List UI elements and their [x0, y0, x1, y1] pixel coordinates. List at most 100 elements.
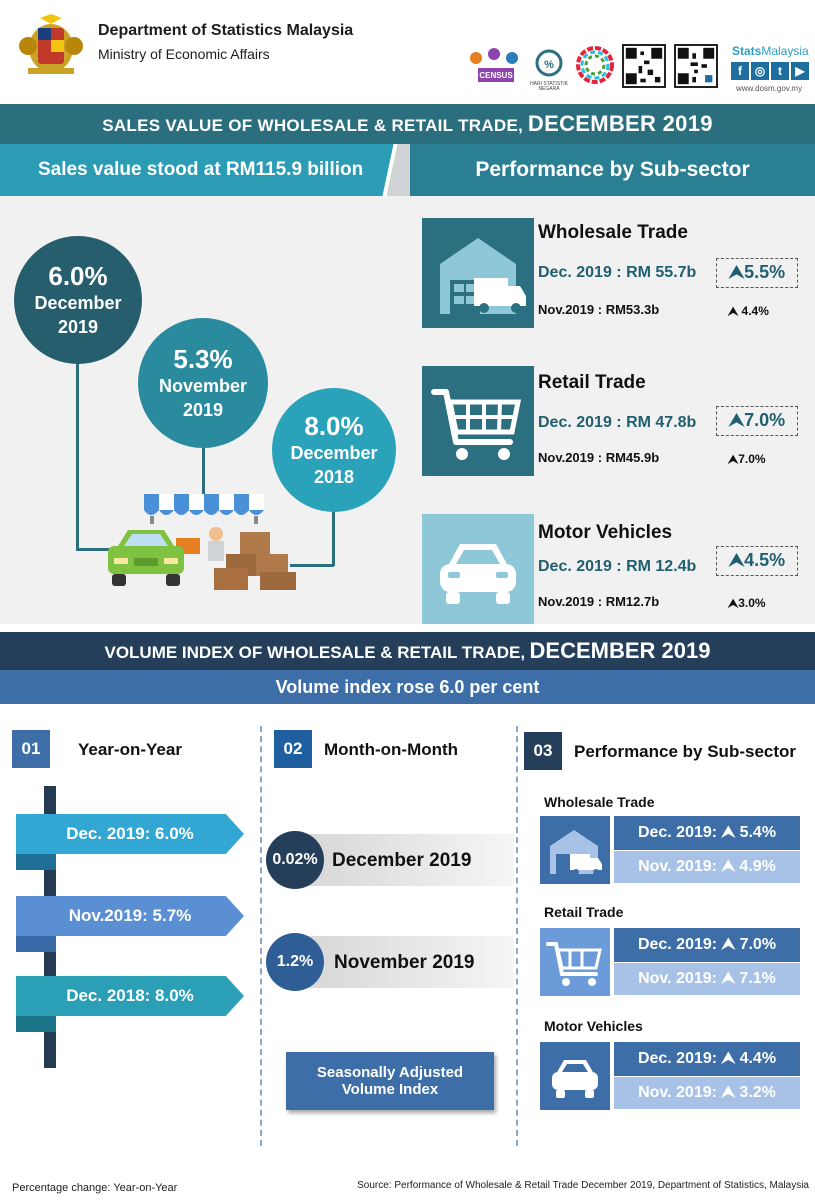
car-illustration [108, 530, 184, 586]
connector-line [290, 564, 334, 567]
bubble-nov-2019: 5.3% November 2019 [138, 318, 268, 448]
subsector-name: Motor Vehicles [538, 522, 673, 543]
volume-title-period: DECEMBER 2019 [529, 638, 711, 663]
org-subtitle: Ministry of Economic Affairs [98, 46, 270, 62]
cardboard-boxes-illustration [214, 532, 296, 590]
brand-part-stats: Stats [732, 44, 762, 58]
subsector-name: Wholesale Trade [538, 222, 688, 243]
motor-tile [540, 1042, 610, 1110]
bubble-month: December [34, 293, 122, 313]
instagram-icon[interactable]: ◎ [751, 62, 769, 80]
bubble-pct: 5.3% [173, 344, 233, 374]
subsector-name: Motor Vehicles [544, 1018, 643, 1034]
subsector-name: Retail Trade [538, 372, 646, 393]
brand-part-malaysia: Malaysia [761, 44, 809, 58]
volume-title-prefix: VOLUME INDEX OF WHOLESALE & RETAIL TRADE… [104, 643, 526, 662]
volume-dec-value: Dec. 2019: ⮝ 7.0% [614, 928, 800, 962]
org-title: Department of Statistics Malaysia [98, 22, 354, 39]
ribbon-fold [16, 1016, 56, 1032]
subsector-dec-value: Dec. 2019 : RM 55.7b [538, 264, 696, 282]
pct-value: 5.5% [744, 262, 786, 282]
statistics-day-logo: % [535, 49, 563, 77]
subsector-nov-pct: ⮝3.0% [728, 596, 766, 610]
pct-value: 4.5% [744, 550, 786, 570]
column-number-02: 02 [274, 730, 312, 768]
footer-note: Percentage change: Year-on-Year [12, 1182, 178, 1194]
subsector-nov-value: Nov.2019 : RM45.9b [538, 450, 659, 465]
facebook-icon[interactable]: f [731, 62, 749, 80]
shop-awning-illustration [144, 494, 264, 524]
bubble-year: 2019 [182, 400, 224, 420]
subsector-dec-value: Dec. 2019 : RM 12.4b [538, 558, 696, 576]
connector-line [76, 548, 110, 551]
social-links: f ◎ t ▶ [731, 62, 809, 80]
mom-bar [296, 936, 514, 988]
qr-code-icon [674, 44, 718, 88]
subsector-nov-pct: ⮝ 4.4% [728, 304, 769, 318]
yoy-dec-2018: Dec. 2018: 8.0% [16, 976, 244, 1016]
retail-tile [422, 366, 534, 476]
value-label: : RM53.3b [597, 302, 660, 317]
bubble-year: 2018 [313, 467, 355, 487]
value-label: : RM 12.4b [616, 558, 697, 575]
value-label: : RM45.9b [597, 450, 660, 465]
bubble-dec-2019: 6.0% December 2019 [14, 236, 142, 364]
subsector-nov-value: Nov.2019 : RM53.3b [538, 302, 659, 317]
sa-line-2: Volume Index [341, 1081, 439, 1098]
subsector-name: Retail Trade [544, 904, 624, 920]
column-number-01: 01 [12, 730, 50, 768]
ribbon-fold [16, 854, 56, 870]
pct-value: 7.0% [738, 452, 766, 466]
volume-nov-value: Nov. 2019: ⮝ 3.2% [614, 1077, 800, 1109]
yoy-title: Year-on-Year [78, 740, 182, 759]
volume-subsector-title: Performance by Sub-sector [574, 742, 797, 761]
period-label: Dec. 2019 [538, 414, 612, 431]
mom-pct-circle: 0.02% [266, 831, 324, 889]
sdg-wheel-icon [576, 46, 614, 84]
bubble-month: November [158, 376, 248, 396]
footer-source: Source: Performance of Wholesale & Retai… [357, 1180, 809, 1191]
column-number-03: 03 [524, 732, 562, 770]
stats-malaysia-brand: StatsMalaysia [732, 44, 809, 58]
census-logo: CENSUS [470, 48, 518, 82]
mom-label: December 2019 [332, 850, 472, 871]
warehouse-truck-icon [550, 830, 602, 875]
retail-tile [540, 928, 610, 996]
connector-line [76, 362, 79, 550]
sales-section-title: SALES VALUE OF WHOLESALE & RETAIL TRADE,… [0, 104, 815, 144]
volume-section-title: VOLUME INDEX OF WHOLESALE & RETAIL TRADE… [0, 632, 815, 670]
car-icon [440, 544, 516, 604]
bubble-month: December [290, 443, 378, 463]
mom-pct-circle: 1.2% [266, 933, 324, 991]
pct-value: 3.0% [738, 596, 766, 610]
malaysia-crest-logo [19, 14, 83, 74]
bubble-pct: 8.0% [304, 411, 364, 441]
period-label: Dec. 2019 [538, 558, 612, 575]
subsector-dec-value: Dec. 2019 : RM 47.8b [538, 414, 696, 432]
motor-tile [422, 514, 534, 624]
twitter-icon[interactable]: t [771, 62, 789, 80]
sa-line-1: Seasonally Adjusted [316, 1064, 464, 1081]
census-label: CENSUS [479, 71, 513, 80]
mom-label: November 2019 [334, 952, 475, 973]
statistics-day-label: HARI STATISTIK NEGARA [530, 81, 568, 92]
value-label: : RM12.7b [597, 594, 660, 609]
website-url[interactable]: www.dosm.gov.my [736, 84, 803, 93]
value-label: : RM 55.7b [616, 264, 697, 281]
svg-text:%: % [544, 59, 554, 71]
period-label: Nov.2019 [538, 302, 595, 317]
pct-value: 7.0% [744, 410, 786, 430]
shopping-cart-icon [546, 942, 602, 986]
connector-line [332, 510, 335, 566]
sales-headline: Sales value stood at RM115.9 billion [0, 144, 400, 196]
bubble-pct: 6.0% [48, 261, 108, 291]
youtube-icon[interactable]: ▶ [791, 62, 809, 80]
ribbon-fold [16, 936, 56, 952]
period-label: Dec. 2019 [538, 264, 612, 281]
volume-dec-value: Dec. 2019: ⮝ 5.4% [614, 816, 800, 850]
pct-value: 4.4% [741, 304, 769, 318]
wholesale-tile [540, 816, 610, 884]
volume-nov-value: Nov. 2019: ⮝ 4.9% [614, 851, 800, 883]
bubble-year: 2019 [57, 317, 99, 337]
qr-code-icon [622, 44, 666, 88]
